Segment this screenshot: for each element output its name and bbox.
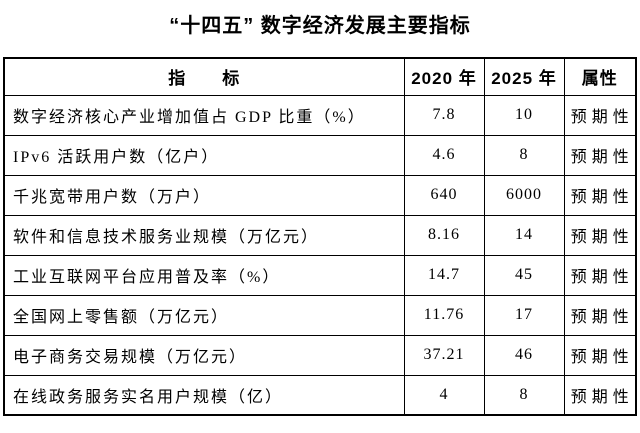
document-page: “十四五” 数字经济发展主要指标 指 标 2020 年 2025 年 属性 数字…: [0, 13, 640, 433]
value-2025-cell: 46: [483, 334, 565, 376]
table-row: 千兆宽带用户数（万户） 640 6000 预期性: [3, 174, 637, 216]
attribute-cell: 预期性: [563, 94, 637, 136]
indicator-cell: 千兆宽带用户数（万户）: [3, 174, 405, 216]
header-year-2020: 2020 年: [403, 57, 485, 96]
attribute-cell: 预期性: [563, 334, 637, 376]
indicator-cell: 全国网上零售额（万亿元）: [3, 294, 405, 336]
header-indicator: 指 标: [3, 57, 405, 96]
attribute-cell: 预期性: [563, 254, 637, 296]
attribute-cell: 预期性: [563, 174, 637, 216]
value-2020-cell: 37.21: [403, 334, 485, 376]
indicator-cell: 数字经济核心产业增加值占 GDP 比重（%）: [3, 94, 405, 136]
header-year-2025: 2025 年: [483, 57, 565, 96]
table-row: 电子商务交易规模（万亿元） 37.21 46 预期性: [3, 334, 637, 376]
value-2025-cell: 8: [483, 374, 565, 416]
table-row: 软件和信息技术服务业规模（万亿元） 8.16 14 预期性: [3, 214, 637, 256]
value-2020-cell: 4: [403, 374, 485, 416]
indicator-cell: 工业互联网平台应用普及率（%）: [3, 254, 405, 296]
indicator-cell: IPv6 活跃用户数（亿户）: [3, 134, 405, 176]
value-2020-cell: 14.7: [403, 254, 485, 296]
indicator-cell: 在线政务服务实名用户规模（亿）: [3, 374, 405, 416]
attribute-cell: 预期性: [563, 294, 637, 336]
table-header-row: 指 标 2020 年 2025 年 属性: [3, 57, 637, 96]
table-row: 工业互联网平台应用普及率（%） 14.7 45 预期性: [3, 254, 637, 296]
table-row: 数字经济核心产业增加值占 GDP 比重（%） 7.8 10 预期性: [3, 94, 637, 136]
value-2020-cell: 640: [403, 174, 485, 216]
page-title: “十四五” 数字经济发展主要指标: [169, 15, 471, 37]
value-2025-cell: 6000: [483, 174, 565, 216]
value-2020-cell: 11.76: [403, 294, 485, 336]
value-2020-cell: 7.8: [403, 94, 485, 136]
value-2020-cell: 8.16: [403, 214, 485, 256]
attribute-cell: 预期性: [563, 214, 637, 256]
header-attribute: 属性: [563, 57, 637, 96]
indicator-cell: 电子商务交易规模（万亿元）: [3, 334, 405, 376]
value-2020-cell: 4.6: [403, 134, 485, 176]
table-row: IPv6 活跃用户数（亿户） 4.6 8 预期性: [3, 134, 637, 176]
attribute-cell: 预期性: [563, 374, 637, 416]
table-row: 在线政务服务实名用户规模（亿） 4 8 预期性: [3, 374, 637, 416]
value-2025-cell: 17: [483, 294, 565, 336]
value-2025-cell: 10: [483, 94, 565, 136]
value-2025-cell: 14: [483, 214, 565, 256]
value-2025-cell: 8: [483, 134, 565, 176]
indicators-table: 指 标 2020 年 2025 年 属性 数字经济核心产业增加值占 GDP 比重…: [3, 57, 637, 416]
indicator-cell: 软件和信息技术服务业规模（万亿元）: [3, 214, 405, 256]
value-2025-cell: 45: [483, 254, 565, 296]
table-row: 全国网上零售额（万亿元） 11.76 17 预期性: [3, 294, 637, 336]
attribute-cell: 预期性: [563, 134, 637, 176]
